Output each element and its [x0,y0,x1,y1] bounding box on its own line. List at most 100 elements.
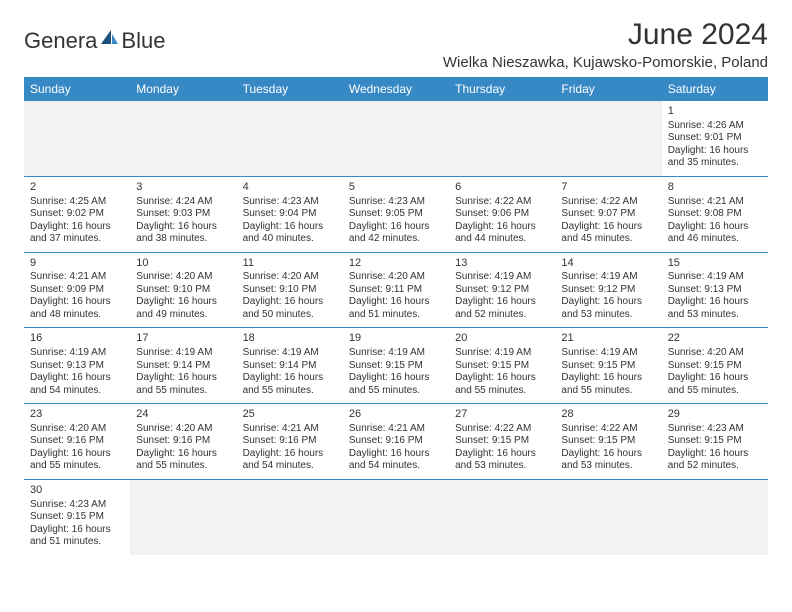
day-number: 10 [136,257,230,271]
day-number: 20 [455,332,549,346]
calendar-cell-blank [130,101,236,176]
daylight-line: Daylight: 16 hours and 44 minutes. [455,221,549,246]
sunrise-line: Sunrise: 4:20 AM [668,347,762,360]
location: Wielka Nieszawka, Kujawsko-Pomorskie, Po… [443,54,768,71]
sunset-line: Sunset: 9:16 PM [30,435,124,448]
daylight-line: Daylight: 16 hours and 38 minutes. [136,221,230,246]
daylight-line: Daylight: 16 hours and 51 minutes. [349,296,443,321]
sunset-line: Sunset: 9:13 PM [668,284,762,297]
sunset-line: Sunset: 9:11 PM [349,284,443,297]
daylight-line: Daylight: 16 hours and 42 minutes. [349,221,443,246]
daylight-line: Daylight: 16 hours and 51 minutes. [30,524,124,549]
daylight-line: Daylight: 16 hours and 55 minutes. [668,372,762,397]
calendar-cell: 6Sunrise: 4:22 AMSunset: 9:06 PMDaylight… [449,176,555,252]
calendar-cell-blank [555,479,661,554]
daylight-line: Daylight: 16 hours and 53 minutes. [561,448,655,473]
daylight-line: Daylight: 16 hours and 45 minutes. [561,221,655,246]
daylight-line: Daylight: 16 hours and 55 minutes. [349,372,443,397]
sunset-line: Sunset: 9:10 PM [243,284,337,297]
calendar-cell: 17Sunrise: 4:19 AMSunset: 9:14 PMDayligh… [130,328,236,404]
calendar-row: 1Sunrise: 4:26 AMSunset: 9:01 PMDaylight… [24,101,768,176]
day-number: 14 [561,257,655,271]
sunset-line: Sunset: 9:15 PM [455,360,549,373]
sunrise-line: Sunrise: 4:19 AM [30,347,124,360]
sunrise-line: Sunrise: 4:19 AM [349,347,443,360]
brand-logo: Genera Blue [24,28,165,54]
brand-part1: Genera [24,28,97,54]
sunset-line: Sunset: 9:01 PM [668,132,762,145]
daylight-line: Daylight: 16 hours and 48 minutes. [30,296,124,321]
calendar-row: 9Sunrise: 4:21 AMSunset: 9:09 PMDaylight… [24,252,768,328]
header: Genera Blue June 2024 Wielka Nieszawka, … [24,18,768,71]
day-number: 21 [561,332,655,346]
sunrise-line: Sunrise: 4:23 AM [349,196,443,209]
day-number: 28 [561,408,655,422]
sunrise-line: Sunrise: 4:20 AM [30,423,124,436]
sunset-line: Sunset: 9:15 PM [668,435,762,448]
sunset-line: Sunset: 9:06 PM [455,208,549,221]
calendar-cell: 11Sunrise: 4:20 AMSunset: 9:10 PMDayligh… [237,252,343,328]
daylight-line: Daylight: 16 hours and 55 minutes. [30,448,124,473]
sunrise-line: Sunrise: 4:22 AM [561,196,655,209]
daylight-line: Daylight: 16 hours and 46 minutes. [668,221,762,246]
day-number: 16 [30,332,124,346]
calendar-cell: 8Sunrise: 4:21 AMSunset: 9:08 PMDaylight… [662,176,768,252]
sunrise-line: Sunrise: 4:19 AM [668,271,762,284]
weekday-header: Monday [130,77,236,101]
sunset-line: Sunset: 9:14 PM [243,360,337,373]
daylight-line: Daylight: 16 hours and 40 minutes. [243,221,337,246]
calendar-cell: 7Sunrise: 4:22 AMSunset: 9:07 PMDaylight… [555,176,661,252]
calendar-cell: 29Sunrise: 4:23 AMSunset: 9:15 PMDayligh… [662,404,768,480]
sunset-line: Sunset: 9:15 PM [455,435,549,448]
calendar-cell-blank [343,101,449,176]
sunrise-line: Sunrise: 4:26 AM [668,120,762,133]
sunset-line: Sunset: 9:15 PM [561,360,655,373]
weekday-header: Tuesday [237,77,343,101]
sunset-line: Sunset: 9:12 PM [561,284,655,297]
sunrise-line: Sunrise: 4:19 AM [136,347,230,360]
calendar-cell: 23Sunrise: 4:20 AMSunset: 9:16 PMDayligh… [24,404,130,480]
day-number: 13 [455,257,549,271]
calendar-row: 2Sunrise: 4:25 AMSunset: 9:02 PMDaylight… [24,176,768,252]
sunset-line: Sunset: 9:08 PM [668,208,762,221]
sunset-line: Sunset: 9:15 PM [30,511,124,524]
sunset-line: Sunset: 9:02 PM [30,208,124,221]
weekday-header: Friday [555,77,661,101]
daylight-line: Daylight: 16 hours and 53 minutes. [561,296,655,321]
daylight-line: Daylight: 16 hours and 53 minutes. [668,296,762,321]
calendar-cell: 18Sunrise: 4:19 AMSunset: 9:14 PMDayligh… [237,328,343,404]
sunrise-line: Sunrise: 4:24 AM [136,196,230,209]
weekday-header: Saturday [662,77,768,101]
sunset-line: Sunset: 9:14 PM [136,360,230,373]
calendar-cell: 4Sunrise: 4:23 AMSunset: 9:04 PMDaylight… [237,176,343,252]
calendar-cell: 13Sunrise: 4:19 AMSunset: 9:12 PMDayligh… [449,252,555,328]
calendar-cell-blank [662,479,768,554]
calendar-cell: 12Sunrise: 4:20 AMSunset: 9:11 PMDayligh… [343,252,449,328]
calendar-cell-blank [555,101,661,176]
sunset-line: Sunset: 9:09 PM [30,284,124,297]
calendar-cell: 14Sunrise: 4:19 AMSunset: 9:12 PMDayligh… [555,252,661,328]
day-number: 2 [30,181,124,195]
daylight-line: Daylight: 16 hours and 55 minutes. [455,372,549,397]
sunrise-line: Sunrise: 4:21 AM [349,423,443,436]
calendar-cell: 26Sunrise: 4:21 AMSunset: 9:16 PMDayligh… [343,404,449,480]
day-number: 3 [136,181,230,195]
sunrise-line: Sunrise: 4:20 AM [243,271,337,284]
day-number: 22 [668,332,762,346]
calendar-row: 30Sunrise: 4:23 AMSunset: 9:15 PMDayligh… [24,479,768,554]
sunrise-line: Sunrise: 4:20 AM [349,271,443,284]
title-block: June 2024 Wielka Nieszawka, Kujawsko-Pom… [443,18,768,71]
daylight-line: Daylight: 16 hours and 50 minutes. [243,296,337,321]
daylight-line: Daylight: 16 hours and 52 minutes. [455,296,549,321]
calendar-cell-blank [130,479,236,554]
daylight-line: Daylight: 16 hours and 55 minutes. [243,372,337,397]
month-title: June 2024 [443,18,768,52]
daylight-line: Daylight: 16 hours and 49 minutes. [136,296,230,321]
day-number: 11 [243,257,337,271]
calendar-cell: 22Sunrise: 4:20 AMSunset: 9:15 PMDayligh… [662,328,768,404]
sunset-line: Sunset: 9:16 PM [349,435,443,448]
sunrise-line: Sunrise: 4:21 AM [30,271,124,284]
sunrise-line: Sunrise: 4:19 AM [243,347,337,360]
calendar-cell-blank [449,101,555,176]
day-number: 30 [30,484,124,498]
